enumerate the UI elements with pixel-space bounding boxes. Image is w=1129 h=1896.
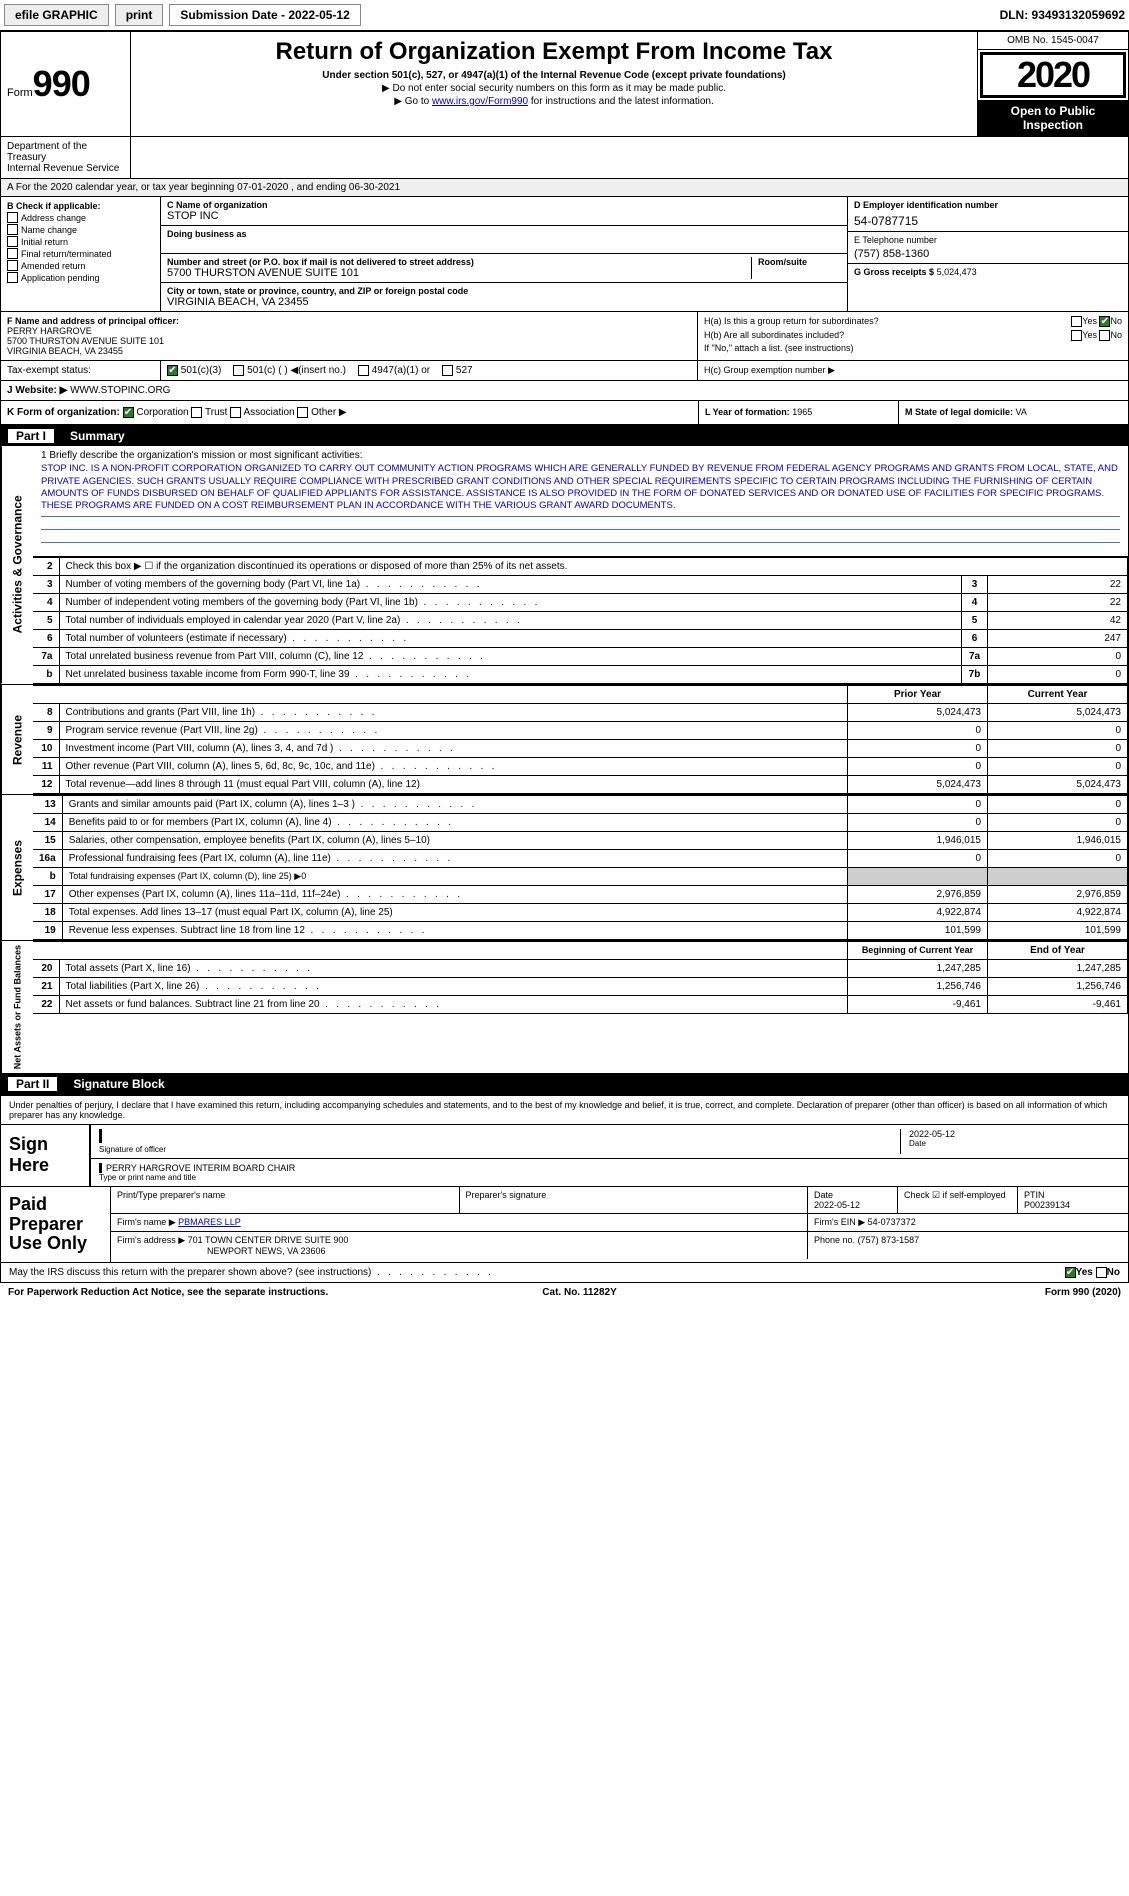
officer-name: PERRY HARGROVE INTERIM BOARD CHAIR: [99, 1163, 1120, 1173]
net-assets-table: Beginning of Current YearEnd of Year 20T…: [33, 941, 1128, 1014]
net-ubti: 0: [988, 665, 1128, 683]
chk-amended[interactable]: [7, 260, 18, 271]
revenue-table: Prior YearCurrent Year 8Contributions an…: [33, 685, 1128, 794]
mission-text: STOP INC. IS A NON-PROFIT CORPORATION OR…: [41, 463, 1120, 512]
row-i-tax-status: Tax-exempt status: ✔ 501(c)(3) 501(c) ( …: [0, 361, 1129, 381]
vert-activities: Activities & Governance: [1, 446, 33, 683]
chk-other[interactable]: [297, 407, 308, 418]
year-formation: 1965: [792, 407, 812, 417]
chk-corp[interactable]: ✔: [123, 407, 134, 418]
form-of-org: K Form of organization: ✔ Corporation Tr…: [1, 401, 698, 424]
mission-block: 1 Briefly describe the organization's mi…: [33, 446, 1128, 556]
paid-preparer: Paid Preparer Use Only Print/Type prepar…: [0, 1187, 1129, 1263]
form-number-cell: Form990: [1, 32, 131, 136]
firm-name[interactable]: PBMARES LLP: [178, 1217, 241, 1227]
chk-527[interactable]: [442, 365, 453, 376]
chk-discuss-no[interactable]: [1096, 1267, 1107, 1278]
ubr: 0: [988, 647, 1128, 665]
tax-year-row: A For the 2020 calendar year, or tax yea…: [0, 179, 1129, 197]
form-word: Form: [7, 87, 33, 99]
volunteers: 247: [988, 629, 1128, 647]
city-state-zip: VIRGINIA BEACH, VA 23455: [167, 296, 841, 308]
ein: 54-0787715: [854, 214, 1122, 228]
chk-4947[interactable]: [358, 365, 369, 376]
footer: For Paperwork Reduction Act Notice, see …: [0, 1283, 1129, 1302]
goto-line: ▶ Go to www.irs.gov/Form990 for instruct…: [141, 96, 967, 107]
header: Form990 Return of Organization Exempt Fr…: [0, 31, 1129, 137]
irs-link[interactable]: www.irs.gov/Form990: [432, 96, 528, 107]
gross-receipts: 5,024,473: [937, 267, 977, 277]
phone: (757) 858-1360: [854, 248, 1122, 260]
expenses-table: 13Grants and similar amounts paid (Part …: [33, 795, 1128, 940]
governance-table: 2Check this box ▶ ☐ if the organization …: [33, 557, 1128, 684]
street-address: 5700 THURSTON AVENUE SUITE 101: [167, 267, 751, 279]
chk-hb-yes[interactable]: [1071, 330, 1082, 341]
chk-discuss-yes[interactable]: ✔: [1065, 1267, 1076, 1278]
chk-pending[interactable]: [7, 272, 18, 283]
net-assets-section: Net Assets or Fund Balances Beginning of…: [0, 941, 1129, 1074]
chk-address[interactable]: [7, 212, 18, 223]
sign-here-label: Sign Here: [1, 1125, 91, 1186]
expenses-section: Expenses 13Grants and similar amounts pa…: [0, 795, 1129, 941]
dept-treasury: Department of the Treasury Internal Reve…: [1, 137, 131, 179]
row-f-h: F Name and address of principal officer:…: [0, 312, 1129, 361]
group-exemption: H(c) Group exemption number ▶: [698, 361, 1128, 380]
sign-date: 2022-05-12: [909, 1129, 1120, 1139]
principal-officer: F Name and address of principal officer:…: [1, 312, 698, 360]
org-name: STOP INC: [167, 210, 841, 222]
header-right: OMB No. 1545-0047 2020 Open to Public In…: [978, 32, 1128, 136]
perjury-statement: Under penalties of perjury, I declare th…: [1, 1096, 1128, 1125]
submission-date: Submission Date - 2022-05-12: [169, 4, 360, 26]
header-title-block: Return of Organization Exempt From Incom…: [131, 32, 978, 136]
chk-trust[interactable]: [191, 407, 202, 418]
return-title: Return of Organization Exempt From Incom…: [141, 38, 967, 66]
firm-ein: 54-0737372: [868, 1217, 916, 1227]
tax-exempt-options: ✔ 501(c)(3) 501(c) ( ) ◀(insert no.) 494…: [161, 361, 698, 380]
vert-revenue: Revenue: [1, 685, 33, 794]
voting-members: 22: [988, 575, 1128, 593]
col-c: C Name of organization STOP INC Doing bu…: [161, 197, 848, 311]
independent-members: 22: [988, 593, 1128, 611]
revenue-section: Revenue Prior YearCurrent Year 8Contribu…: [0, 685, 1129, 795]
omb-number: OMB No. 1545-0047: [978, 32, 1128, 50]
employees: 42: [988, 611, 1128, 629]
row-j-website: J Website: ▶ WWW.STOPINC.ORG: [0, 381, 1129, 401]
paid-preparer-label: Paid Preparer Use Only: [1, 1187, 111, 1262]
ptin: P00239134: [1024, 1200, 1122, 1210]
chk-initial[interactable]: [7, 236, 18, 247]
vert-net-assets: Net Assets or Fund Balances: [1, 941, 33, 1073]
col-d-through-g: D Employer identification number 54-0787…: [848, 197, 1128, 311]
chk-ha-no[interactable]: ✔: [1099, 316, 1110, 327]
col-b: B Check if applicable: Address change Na…: [1, 197, 161, 311]
print-button[interactable]: print: [115, 4, 164, 26]
subtitle: Under section 501(c), 527, or 4947(a)(1)…: [141, 70, 967, 81]
ssn-notice: ▶ Do not enter social security numbers o…: [141, 83, 967, 94]
tax-year: 2020: [980, 52, 1126, 98]
activities-governance: Activities & Governance 1 Briefly descri…: [0, 446, 1129, 684]
efile-label: efile GRAPHIC: [4, 4, 109, 26]
dln: DLN: 93493132059692: [1000, 8, 1125, 22]
part-i-header: Part I Summary: [0, 426, 1129, 446]
discuss-row: May the IRS discuss this return with the…: [0, 1263, 1129, 1283]
group-return: H(a) Is this a group return for subordin…: [698, 312, 1128, 360]
section-b-through-g: B Check if applicable: Address change Na…: [0, 197, 1129, 312]
signature-block: Under penalties of perjury, I declare th…: [0, 1094, 1129, 1187]
chk-501c[interactable]: [233, 365, 244, 376]
form-number: 990: [33, 63, 90, 104]
row-k-l-m: K Form of organization: ✔ Corporation Tr…: [0, 401, 1129, 426]
state-domicile: VA: [1016, 407, 1027, 417]
chk-name[interactable]: [7, 224, 18, 235]
inspection-notice: Open to Public Inspection: [978, 100, 1128, 136]
chk-final[interactable]: [7, 248, 18, 259]
chk-ha-yes[interactable]: [1071, 316, 1082, 327]
topbar: efile GRAPHIC print Submission Date - 20…: [0, 0, 1129, 31]
chk-assoc[interactable]: [230, 407, 241, 418]
part-ii-header: Part II Signature Block: [0, 1074, 1129, 1094]
chk-hb-no[interactable]: [1099, 330, 1110, 341]
tax-exempt-label: Tax-exempt status:: [1, 361, 161, 380]
vert-expenses: Expenses: [1, 795, 33, 940]
firm-phone: (757) 873-1587: [858, 1235, 920, 1245]
chk-501c3[interactable]: ✔: [167, 365, 178, 376]
website: WWW.STOPINC.ORG: [70, 385, 170, 396]
